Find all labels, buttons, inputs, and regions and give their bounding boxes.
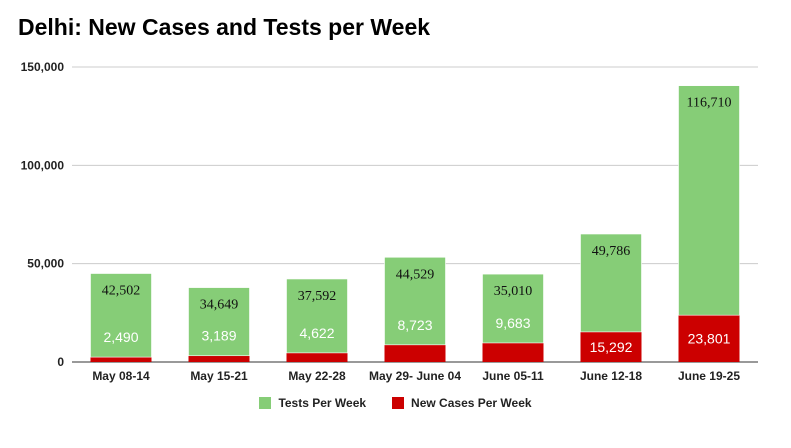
- x-tick-label: June 12-18: [580, 369, 642, 383]
- legend-swatch-new-cases: [392, 397, 405, 409]
- bar-tests[interactable]: [90, 273, 152, 358]
- bar-tests[interactable]: [678, 85, 740, 316]
- y-tick-label: 150,000: [21, 60, 65, 74]
- y-tick-label: 0: [57, 355, 64, 369]
- data-label-new-cases: 23,801: [688, 331, 731, 347]
- bar-new-cases[interactable]: [286, 352, 348, 362]
- data-label-new-cases: 4,622: [299, 325, 334, 341]
- bar-new-cases[interactable]: [678, 315, 740, 362]
- x-tick-label: June 19-25: [678, 369, 740, 383]
- legend: Tests Per Week New Cases Per Week: [0, 396, 791, 410]
- data-label-new-cases: 8,723: [397, 317, 432, 333]
- data-label-tests: 42,502: [102, 284, 141, 299]
- bar-tests[interactable]: [286, 278, 348, 354]
- bar-tests[interactable]: [580, 233, 642, 333]
- y-tick-label: 100,000: [21, 158, 65, 172]
- y-axis-tick-labels: 0 50,000 100,000 150,000: [21, 60, 65, 369]
- bars: [90, 85, 740, 362]
- data-label-tests: 49,786: [592, 244, 631, 259]
- x-tick-label: May 22-28: [288, 369, 346, 383]
- data-label-tests: 44,529: [396, 267, 435, 282]
- x-tick-label: June 05-11: [482, 369, 544, 383]
- bar-new-cases[interactable]: [482, 342, 544, 362]
- legend-item-tests[interactable]: Tests Per Week: [259, 396, 366, 410]
- bar-new-cases[interactable]: [384, 344, 446, 362]
- data-label-new-cases: 3,189: [201, 328, 236, 344]
- data-label-tests: 35,010: [494, 284, 533, 299]
- bar-new-cases[interactable]: [580, 331, 642, 362]
- x-tick-label: May 08-14: [92, 369, 150, 383]
- data-label-tests: 116,710: [687, 96, 732, 111]
- bar-tests[interactable]: [482, 273, 544, 344]
- bar-new-cases[interactable]: [188, 355, 250, 362]
- bar-new-cases[interactable]: [90, 357, 152, 362]
- legend-swatch-tests: [259, 397, 272, 409]
- bar-tests[interactable]: [188, 287, 250, 357]
- data-label-tests: 34,649: [200, 298, 239, 313]
- data-label-new-cases: 9,683: [495, 315, 530, 331]
- bar-tests[interactable]: [384, 256, 446, 346]
- x-tick-label: May 15-21: [190, 369, 248, 383]
- data-label-tests: 37,592: [298, 289, 337, 304]
- data-label-new-cases: 2,490: [103, 329, 138, 345]
- chart-title: Delhi: New Cases and Tests per Week: [18, 14, 431, 40]
- legend-item-new-cases[interactable]: New Cases Per Week: [392, 396, 532, 410]
- y-tick-label: 50,000: [27, 257, 64, 271]
- legend-label-new-cases: New Cases Per Week: [411, 396, 532, 410]
- legend-label-tests: Tests Per Week: [278, 396, 367, 410]
- x-axis-tick-labels: May 08-14 May 15-21 May 22-28 May 29- June …: [92, 369, 740, 383]
- x-tick-label: May 29- June 04: [369, 369, 461, 383]
- data-label-new-cases: 15,292: [590, 339, 633, 355]
- data-labels: 2,490 42,502 3,189 34,649 4,622 37,592 8,723 44…: [102, 96, 732, 355]
